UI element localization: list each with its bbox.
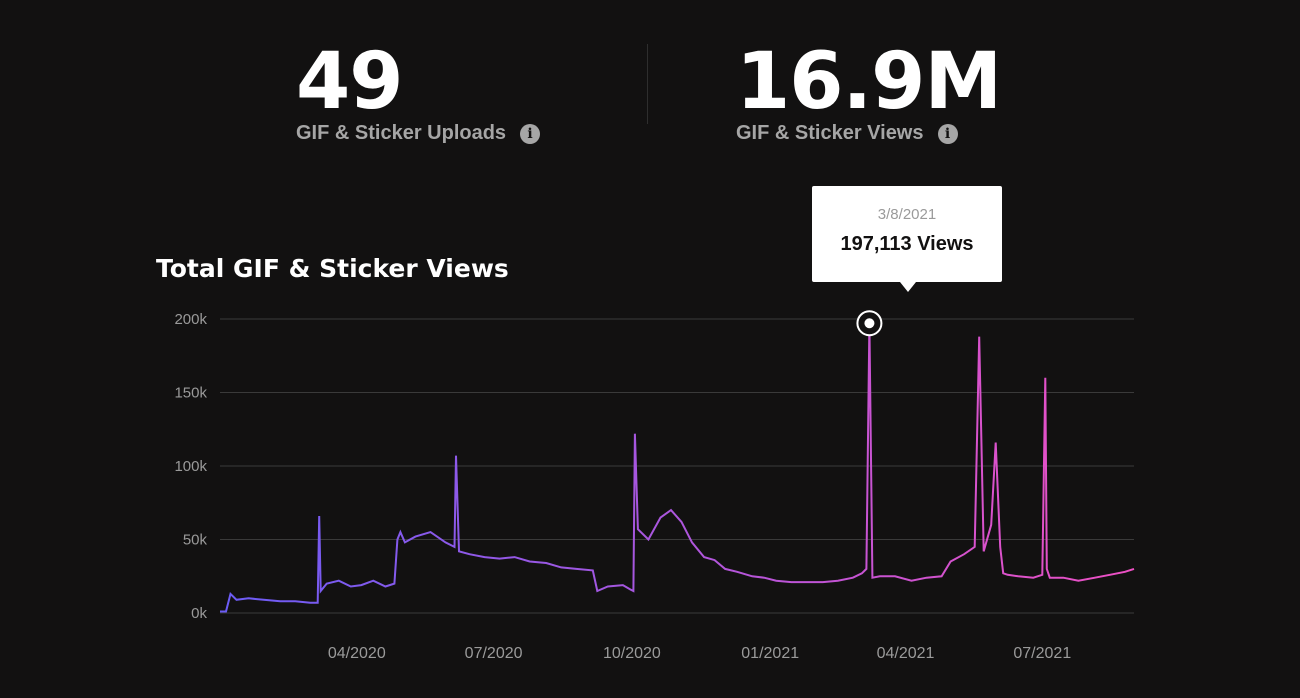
- info-icon[interactable]: i: [520, 123, 541, 144]
- y-tick-label: 200k: [174, 311, 207, 328]
- y-tick-label: 150k: [174, 385, 207, 402]
- views-stat: 16.9M GIF & Sticker Views i: [736, 36, 1002, 145]
- views-label: GIF & Sticker Views: [736, 122, 924, 144]
- info-icon[interactable]: i: [937, 123, 958, 144]
- tooltip-date: 3/8/2021: [877, 206, 937, 223]
- tooltip: 3/8/2021 197,113 Views: [812, 186, 1002, 292]
- x-tick-label: 04/2021: [877, 645, 935, 662]
- tooltip-views: 197,113 Views: [840, 233, 974, 255]
- chart-title: Total GIF & Sticker Views: [156, 254, 509, 283]
- views-count: 16.9M: [736, 37, 1002, 127]
- uploads-count: 49: [296, 37, 404, 127]
- y-tick-label: 50k: [183, 532, 208, 549]
- peak-marker-dot: [864, 318, 875, 329]
- stats-divider: [647, 44, 648, 124]
- uploads-label: GIF & Sticker Uploads: [296, 122, 507, 144]
- x-tick-label: 10/2020: [603, 645, 661, 662]
- x-tick-label: 07/2020: [465, 645, 523, 662]
- x-tick-label: 07/2021: [1013, 645, 1071, 662]
- x-tick-label: 04/2020: [328, 645, 386, 662]
- y-tick-label: 0k: [191, 605, 207, 622]
- peak-marker[interactable]: [856, 310, 883, 337]
- x-tick-label: 01/2021: [741, 645, 799, 662]
- uploads-stat: 49 GIF & Sticker Uploads i: [296, 36, 541, 145]
- y-tick-label: 100k: [174, 458, 207, 475]
- views-series-line: [220, 323, 1135, 613]
